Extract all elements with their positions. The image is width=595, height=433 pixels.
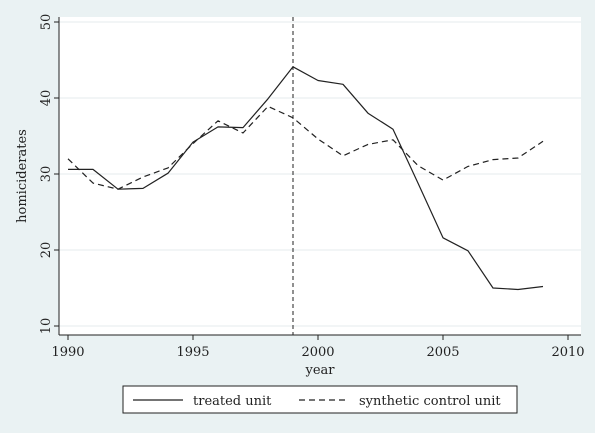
x-axis-title: year	[304, 363, 335, 378]
x-tick-label-2000: 2000	[301, 345, 334, 360]
series-line-treated-unit	[68, 66, 544, 291]
x-tick-label-1995: 1995	[176, 345, 209, 360]
series-line-synthetic-control-unit	[67, 105, 544, 190]
x-tick-label-1990: 1990	[51, 345, 84, 360]
axes: 10 20 30 40 50 1990 1995 2000 2005 2010	[39, 14, 585, 360]
plot-area	[59, 17, 581, 335]
legend-label-treated-unit: treated unit	[193, 394, 272, 409]
y-tick-label-30: 30	[39, 166, 54, 183]
y-tick-label-20: 20	[39, 242, 54, 259]
legend-label-synthetic-control-unit: synthetic control unit	[359, 394, 501, 409]
y-tick-label-40: 40	[39, 90, 54, 107]
y-axis-title: homiciderates	[15, 129, 30, 223]
x-tick-label-2010: 2010	[551, 345, 584, 360]
x-tick-label-2005: 2005	[426, 345, 459, 360]
y-tick-label-10: 10	[39, 318, 54, 335]
series-layer	[67, 17, 544, 335]
gridlines	[59, 21, 581, 327]
y-tick-label-50: 50	[39, 14, 54, 31]
legend: treated unit synthetic control unit	[122, 385, 518, 414]
